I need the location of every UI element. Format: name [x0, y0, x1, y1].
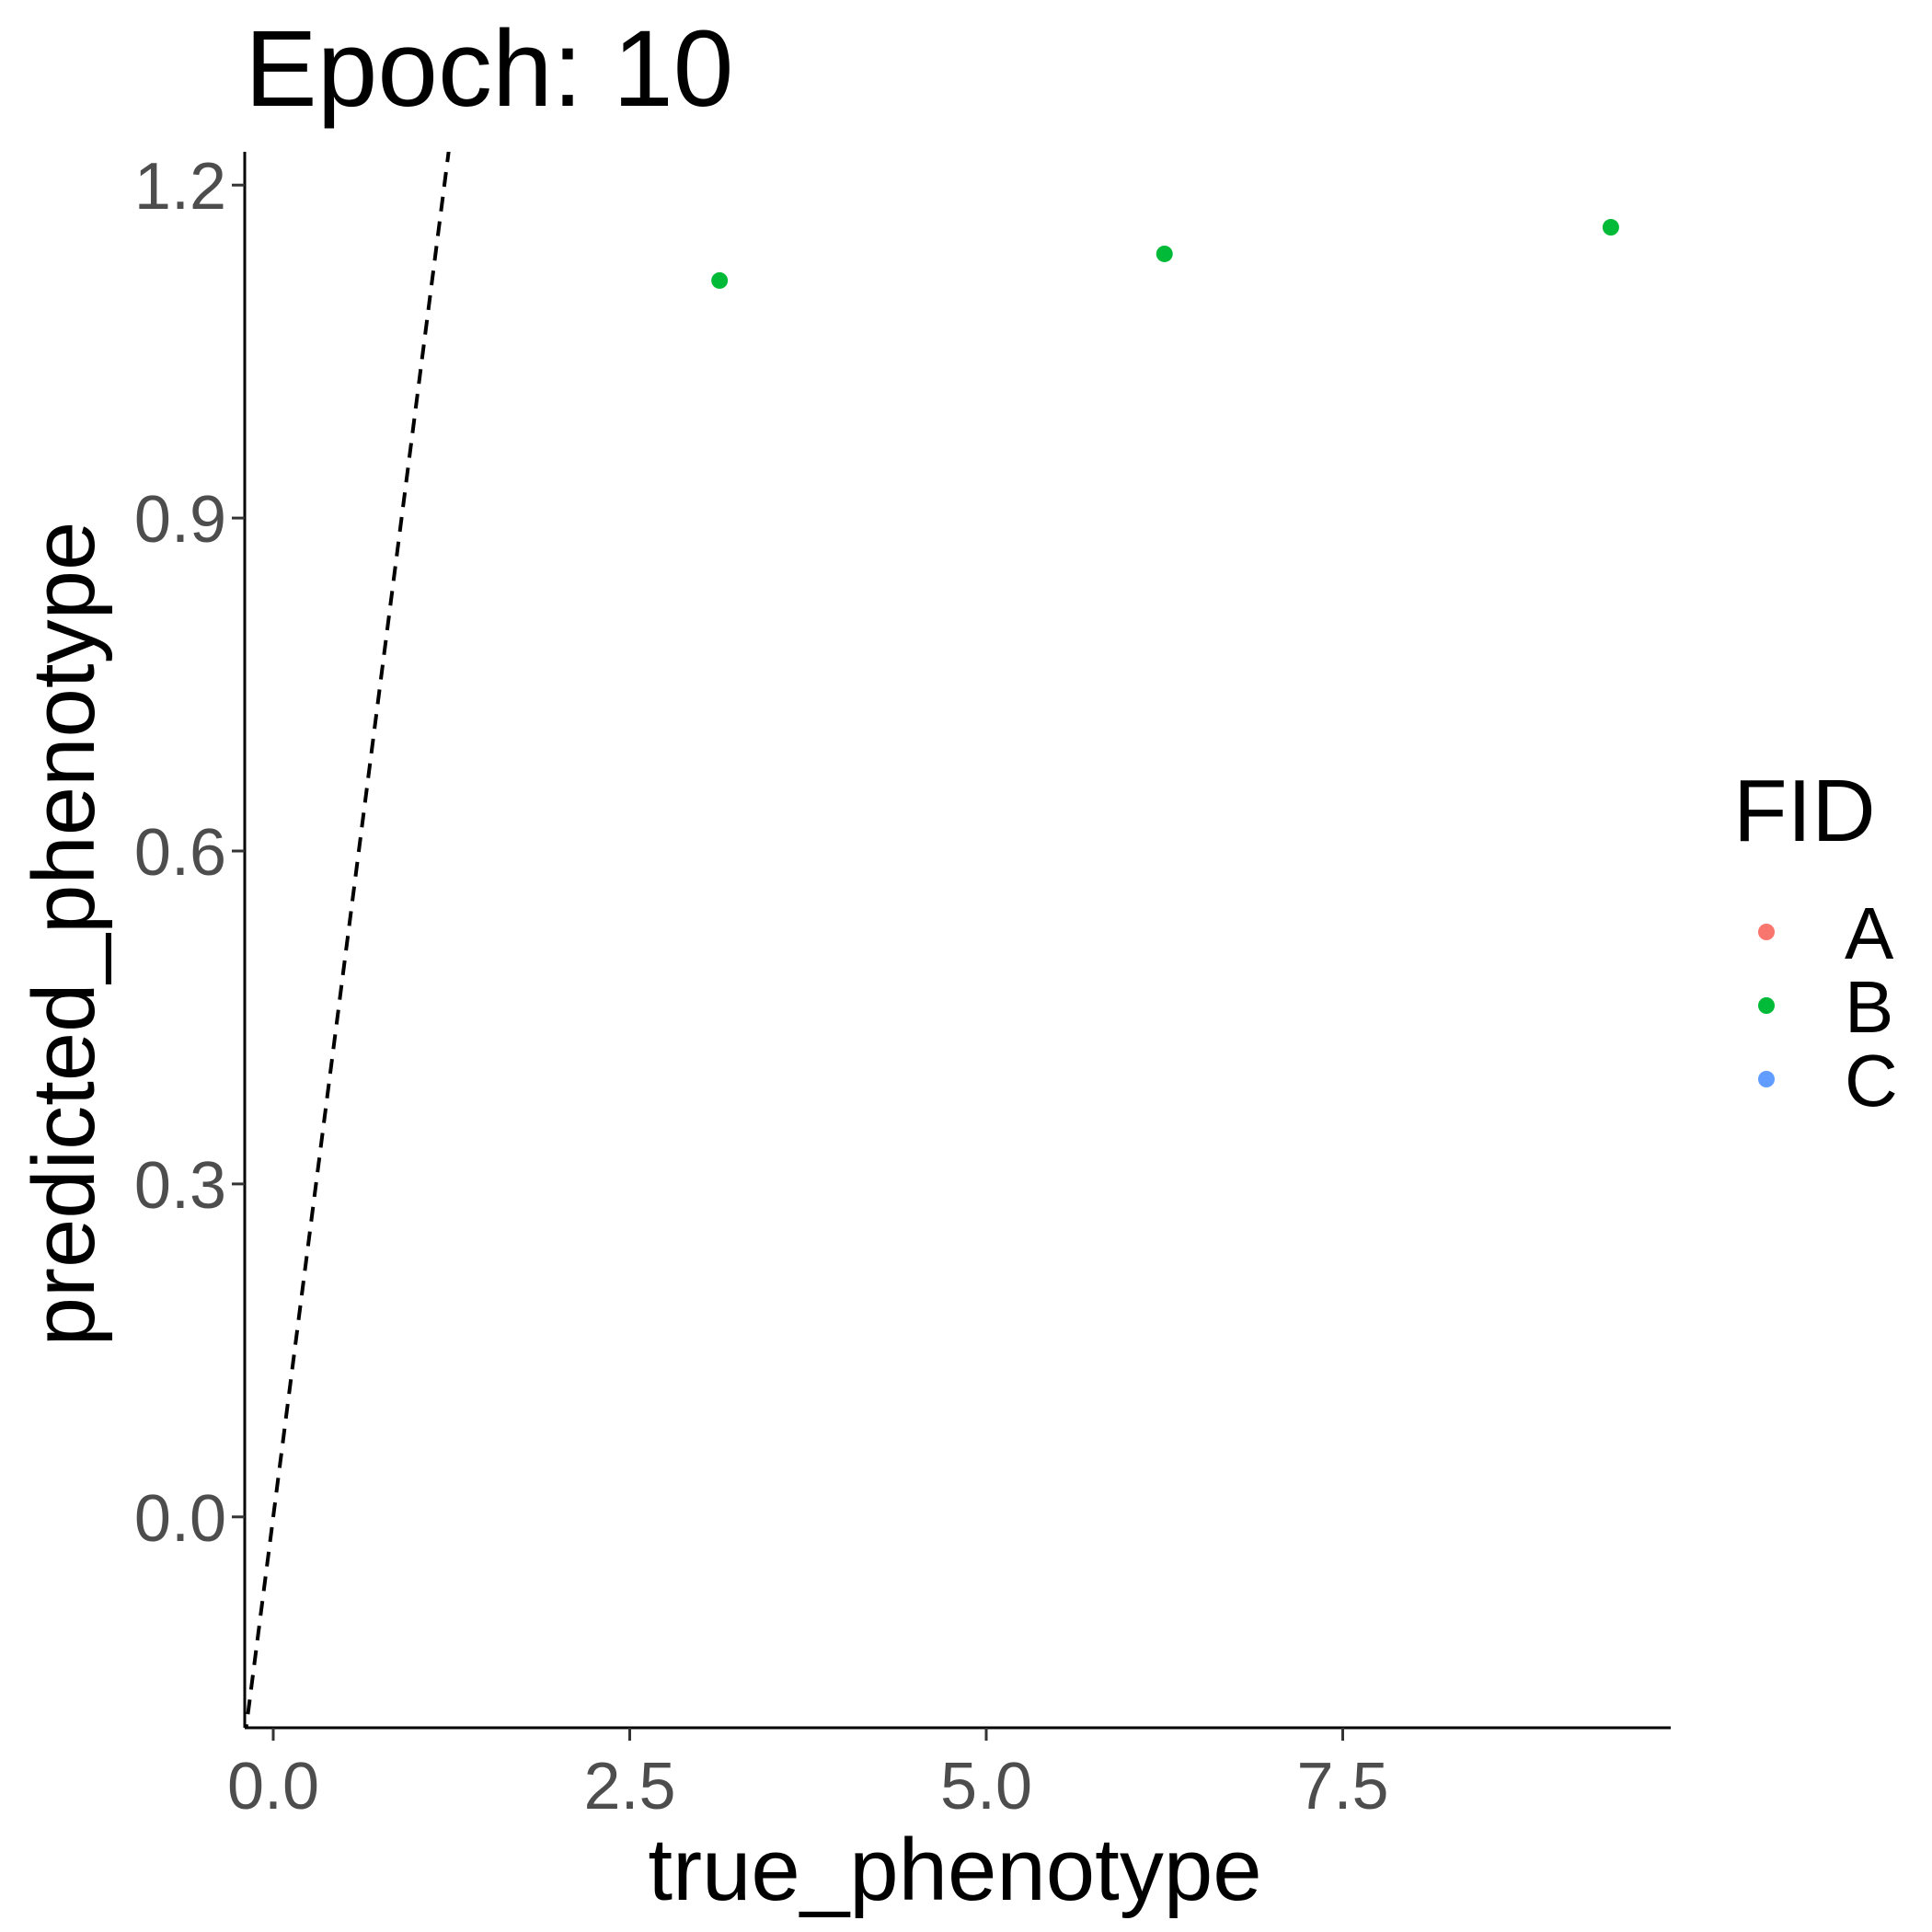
legend-label-a: A: [1845, 892, 1894, 974]
data-points-layer: [711, 219, 1619, 289]
reference-line: [245, 152, 451, 1728]
legend-title: FID: [1733, 762, 1876, 860]
x-tick-label: 2.5: [583, 1750, 675, 1823]
data-point: [1602, 219, 1619, 236]
y-axis-title: predicted_phenotype: [15, 522, 113, 1347]
y-tick-label: 0.0: [134, 1482, 226, 1556]
chart-title: Epoch: 10: [245, 8, 733, 130]
data-point: [1156, 245, 1173, 262]
x-tick-label: 7.5: [1296, 1750, 1388, 1823]
reference-line-layer: [245, 152, 451, 1728]
x-axis-ticks: 0.0 2.5 5.0 7.5: [227, 1728, 1389, 1823]
y-tick-label: 0.6: [134, 816, 226, 890]
x-tick-label: 5.0: [940, 1750, 1032, 1823]
legend: FID ABC: [1733, 762, 1898, 1121]
data-point: [711, 271, 729, 289]
legend-key-b: [1758, 997, 1775, 1014]
y-tick-label: 1.2: [134, 150, 226, 224]
legend-key-a: [1758, 924, 1775, 940]
legend-label-b: B: [1845, 966, 1893, 1048]
legend-label-c: C: [1845, 1040, 1898, 1121]
x-axis-title: true_phenotype: [648, 1821, 1261, 1919]
legend-key-c: [1758, 1071, 1775, 1087]
y-tick-label: 0.9: [134, 483, 226, 557]
y-axis-ticks: 0.0 0.3 0.6 0.9 1.2: [134, 150, 245, 1556]
y-tick-label: 0.3: [134, 1149, 226, 1223]
x-tick-label: 0.0: [227, 1750, 319, 1823]
